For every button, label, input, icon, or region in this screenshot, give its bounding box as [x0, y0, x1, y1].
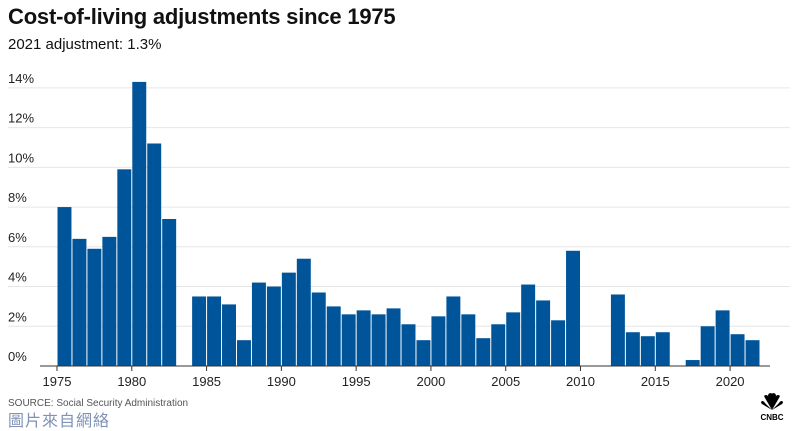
bar-2019	[715, 310, 730, 366]
bar-2007	[536, 300, 551, 366]
bar-1975	[57, 207, 72, 366]
bar-2000	[431, 316, 446, 366]
bar-2009	[566, 250, 581, 366]
x-tick-label: 1980	[117, 374, 146, 389]
x-tick-label: 2015	[641, 374, 670, 389]
y-tick-label: 4%	[8, 270, 27, 285]
chart-subtitle: 2021 adjustment: 1.3%	[8, 36, 162, 53]
x-tick-label: 2020	[716, 374, 745, 389]
bar-1982	[162, 218, 177, 366]
source-note: SOURCE: Social Security Administration	[8, 398, 189, 409]
x-tick-label: 2010	[566, 374, 595, 389]
bar-2017	[685, 360, 700, 366]
bar-2002	[461, 314, 476, 366]
bar-2021	[745, 340, 760, 366]
bar-2005	[506, 312, 521, 366]
bar-1985	[207, 296, 222, 366]
bar-1980	[132, 81, 147, 366]
watermark-text: 圖片來自網絡	[8, 413, 111, 430]
bar-2014	[640, 336, 655, 366]
x-tick-label: 2005	[491, 374, 520, 389]
bar-1984	[192, 296, 207, 366]
x-tick-label: 1990	[267, 374, 296, 389]
bar-1977	[87, 248, 102, 366]
bars	[57, 81, 760, 366]
bar-2020	[730, 334, 745, 366]
bar-1994	[341, 314, 356, 366]
bar-1998	[401, 324, 416, 366]
bar-1978	[102, 236, 117, 366]
bar-2003	[476, 338, 491, 366]
y-tick-label: 2%	[8, 309, 27, 324]
x-axis-ticks: 1975 1980 1985 1990 1995 2000 2005 2010 2015 2020	[43, 366, 745, 389]
y-tick-label: 10%	[8, 150, 34, 165]
y-tick-label: 8%	[8, 190, 27, 205]
x-tick-label: 1995	[342, 374, 371, 389]
bar-1988	[251, 282, 266, 366]
bar-2008	[551, 320, 566, 366]
bar-2001	[446, 296, 461, 366]
y-tick-label: 6%	[8, 230, 27, 245]
y-tick-label: 14%	[8, 71, 34, 86]
bar-1989	[266, 286, 281, 366]
bar-1995	[356, 310, 371, 366]
bar-1996	[371, 314, 386, 366]
bar-1999	[416, 340, 431, 366]
bar-2013	[625, 332, 640, 366]
bar-2018	[700, 326, 715, 366]
bar-1987	[236, 340, 251, 366]
peacock-icon	[761, 393, 783, 410]
y-axis-ticks: 0% 2% 4% 6% 8% 10% 12% 14%	[8, 71, 34, 364]
bar-2004	[491, 324, 506, 366]
bar-1990	[281, 272, 296, 366]
bar-1991	[296, 258, 311, 366]
chart-title: Cost-of-living adjustments since 1975	[8, 4, 396, 29]
y-tick-label: 12%	[8, 111, 34, 126]
logo-text: CNBC	[760, 413, 783, 422]
x-tick-label: 2000	[416, 374, 445, 389]
x-tick-label: 1985	[192, 374, 221, 389]
y-tick-label: 0%	[8, 349, 27, 364]
bar-1997	[386, 308, 401, 366]
cnbc-logo: CNBC	[760, 393, 784, 422]
bar-1981	[147, 143, 162, 366]
bar-1986	[222, 304, 236, 366]
bar-1976	[72, 238, 87, 366]
bar-2006	[521, 284, 536, 366]
bar-1992	[311, 292, 326, 366]
x-tick-label: 1975	[43, 374, 72, 389]
bar-2015	[655, 332, 670, 366]
bar-1979	[117, 169, 132, 366]
bar-2012	[610, 294, 625, 366]
bar-1993	[326, 306, 341, 366]
